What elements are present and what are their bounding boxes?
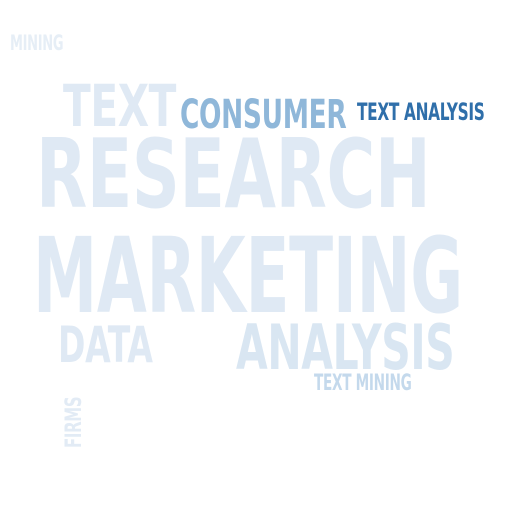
word-mining: MINING xyxy=(10,31,64,55)
word-text: TEXT xyxy=(63,72,177,140)
word-data: DATA xyxy=(58,316,153,374)
word-text-analysis: TEXT ANALYSIS xyxy=(357,98,485,126)
word-analysis: ANALYSIS xyxy=(236,311,455,384)
word-firms: FIRMS xyxy=(62,396,87,448)
word-text-mining: TEXT MINING xyxy=(314,371,412,396)
word-marketing: MARKETING xyxy=(33,215,463,337)
word-research: RESEARCH xyxy=(36,120,431,230)
word-consumer: CONSUMER xyxy=(180,92,347,138)
